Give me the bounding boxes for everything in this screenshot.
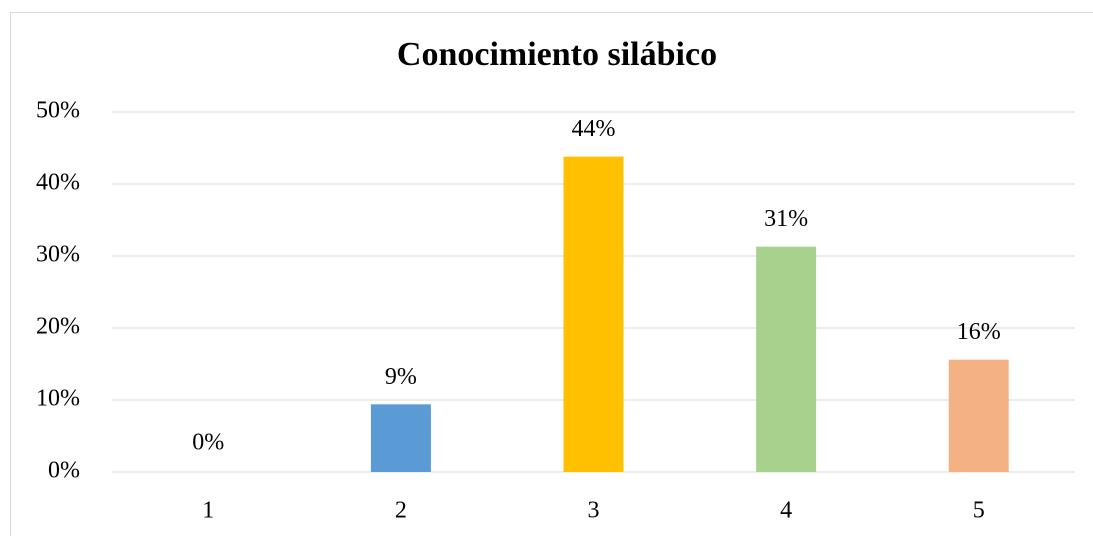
- bar: [948, 359, 1009, 472]
- data-label: 9%: [385, 364, 417, 390]
- chart-title: Conocimiento silábico: [397, 36, 717, 73]
- x-tick-label: 2: [395, 498, 407, 524]
- data-label: 44%: [572, 116, 616, 142]
- y-tick-label: 40%: [36, 170, 80, 196]
- x-tick-label: 4: [780, 498, 792, 524]
- bar: [370, 404, 431, 472]
- y-tick-label: 20%: [36, 314, 80, 340]
- x-tick-label: 3: [588, 498, 600, 524]
- data-label: 31%: [764, 206, 808, 232]
- y-tick-label: 30%: [36, 242, 80, 268]
- bar: [563, 156, 624, 472]
- data-label: 16%: [957, 319, 1001, 345]
- data-label: 0%: [192, 430, 224, 456]
- y-tick-label: 10%: [36, 386, 80, 412]
- x-tick-label: 1: [202, 498, 214, 524]
- x-tick-label: 5: [973, 498, 985, 524]
- y-tick-label: 50%: [36, 98, 80, 124]
- bar: [756, 246, 817, 472]
- chart-border: [10, 12, 1093, 536]
- y-tick-label: 0%: [48, 458, 80, 484]
